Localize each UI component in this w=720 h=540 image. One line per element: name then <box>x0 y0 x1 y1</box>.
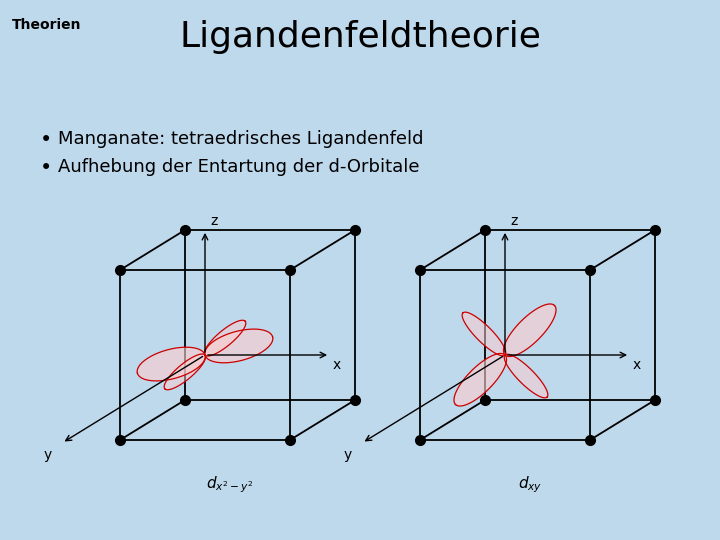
Text: Ligandenfeldtheorie: Ligandenfeldtheorie <box>179 20 541 54</box>
Polygon shape <box>204 320 246 356</box>
Text: x: x <box>333 358 341 372</box>
Polygon shape <box>454 354 507 406</box>
Polygon shape <box>504 354 548 398</box>
Text: z: z <box>510 214 518 228</box>
Polygon shape <box>164 354 206 390</box>
Text: x: x <box>633 358 642 372</box>
Text: Theorien: Theorien <box>12 18 81 32</box>
Text: y: y <box>44 448 52 462</box>
Polygon shape <box>138 347 205 381</box>
Text: Manganate: tetraedrisches Ligandenfeld: Manganate: tetraedrisches Ligandenfeld <box>58 130 423 148</box>
Text: y: y <box>343 448 352 462</box>
Text: Aufhebung der Entartung der d-Orbitale: Aufhebung der Entartung der d-Orbitale <box>58 158 420 176</box>
Polygon shape <box>462 312 505 356</box>
Text: •: • <box>40 158 53 178</box>
Text: •: • <box>40 130 53 150</box>
Text: $d_{xy}$: $d_{xy}$ <box>518 475 542 495</box>
Text: $d_{x^2-y^2}$: $d_{x^2-y^2}$ <box>206 475 253 495</box>
Polygon shape <box>204 329 273 363</box>
Polygon shape <box>503 304 556 356</box>
Text: z: z <box>210 214 217 228</box>
